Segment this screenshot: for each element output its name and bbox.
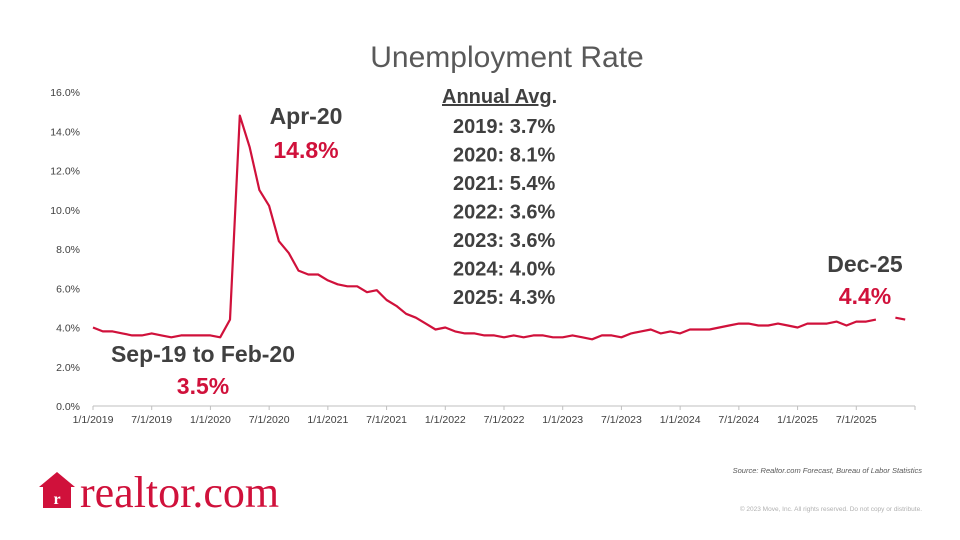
logo-wordmark: realtor.com [80,468,279,517]
peak-label: Apr-20 [270,103,343,129]
x-tick-label: 7/1/2020 [249,414,290,426]
y-axis: 0.0% 2.0% 4.0% 6.0% 8.0% 10.0% 12.0% 14.0% 16.0% [50,87,80,413]
y-tick-label: 16.0% [50,87,80,99]
annual-avg-row: 2019: 3.7% [453,116,556,138]
y-tick-label: 6.0% [56,283,80,295]
end-value: 4.4% [839,283,891,309]
annual-avg-row: 2024: 4.0% [453,259,556,281]
x-tick-label: 1/1/2023 [542,414,583,426]
copyright-note: © 2023 Move, Inc. All rights reserved. D… [740,505,922,513]
x-tick-label: 7/1/2022 [484,414,525,426]
house-icon: r [39,472,75,508]
y-tick-label: 10.0% [50,205,80,217]
annual-avg-row: 2022: 3.6% [453,202,556,224]
y-tick-label: 14.0% [50,126,80,138]
annual-avg-box: Annual Avg. 2019: 3.7% 2020: 8.1% 2021: 5.… [442,86,557,309]
y-tick-label: 0.0% [56,401,80,413]
source-note: Source: Realtor.com Forecast, Bureau of … [733,466,923,475]
annual-avg-row: 2023: 3.6% [453,230,556,252]
series-line [92,114,906,341]
series-layer [92,114,906,341]
x-tick-label: 1/1/2021 [307,414,348,426]
peak-value: 14.8% [273,137,338,163]
trough-label: Sep-19 to Feb-20 [111,341,295,367]
trough-value: 3.5% [177,373,229,399]
y-tick-label: 8.0% [56,244,80,256]
y-tick-label: 4.0% [56,323,80,335]
x-tick-label: 7/1/2019 [131,414,172,426]
svg-text:r: r [53,491,60,508]
annual-avg-heading-line: Annual Avg. [442,86,557,108]
x-tick-label: 1/1/2020 [190,414,231,426]
x-axis: 1/1/2019 7/1/2019 1/1/2020 7/1/2020 1/1/2021… [73,405,916,426]
x-tick-label: 1/1/2022 [425,414,466,426]
x-tick-label: 7/1/2024 [718,414,759,426]
annual-avg-row: 2020: 8.1% [453,145,556,167]
annual-avg-heading: Annual Avg [442,86,552,108]
x-tick-label: 1/1/2019 [73,414,114,426]
chart-title: Unemployment Rate [370,41,643,74]
realtor-logo: r realtor.com [39,468,279,517]
x-tick-label: 7/1/2023 [601,414,642,426]
x-tick-label: 7/1/2021 [366,414,407,426]
x-tick-label: 1/1/2024 [660,414,701,426]
annual-avg-row: 2021: 5.4% [453,173,556,195]
annual-avg-row: 2025: 4.3% [453,287,556,309]
x-tick-label: 7/1/2025 [836,414,877,426]
annual-avg-heading-dot: . [552,86,558,108]
end-label: Dec-25 [827,251,903,277]
y-tick-label: 2.0% [56,362,80,374]
y-tick-label: 12.0% [50,166,80,178]
x-tick-label: 1/1/2025 [777,414,818,426]
